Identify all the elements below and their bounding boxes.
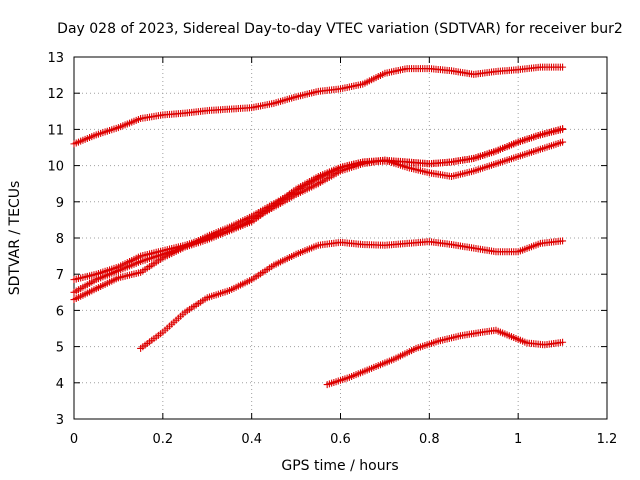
series-trace-5 — [137, 237, 567, 352]
x-tick-label: 0 — [70, 432, 78, 447]
y-tick-label: 6 — [56, 304, 64, 319]
y-tick-label: 11 — [47, 123, 64, 138]
x-tick-label: 1 — [514, 432, 522, 447]
data-point — [559, 63, 567, 71]
series-trace-4 — [70, 125, 567, 304]
data-point — [559, 338, 567, 346]
x-tick-label: 0.8 — [419, 432, 440, 447]
y-tick-label: 13 — [47, 51, 64, 66]
series-trace-6 — [323, 326, 567, 389]
series-trace-1 — [70, 63, 567, 148]
x-tick-label: 0.6 — [330, 432, 351, 447]
y-tick-label: 12 — [47, 87, 64, 102]
y-tick-label: 8 — [56, 232, 64, 247]
data-point — [559, 125, 567, 133]
y-axis-label: SDTVAR / TECUs — [7, 181, 23, 296]
y-tick-label: 5 — [56, 341, 64, 356]
grid-layer — [74, 57, 607, 419]
chart-title: Day 028 of 2023, Sidereal Day-to-day VTE… — [57, 21, 623, 37]
y-tick-label: 10 — [47, 160, 64, 175]
x-tick-label: 0.4 — [241, 432, 262, 447]
x-axis-label: GPS time / hours — [281, 458, 398, 474]
x-tick-label: 0.2 — [152, 432, 173, 447]
x-tick-label: 1.2 — [597, 432, 618, 447]
data-point — [559, 138, 567, 146]
tick-layer: 0 0.2 0.4 0.6 0.8 1 1.2 3 4 5 6 7 8 9 10 11 12 13 — [47, 51, 617, 447]
y-tick-label: 3 — [56, 413, 64, 428]
series-layer — [70, 63, 567, 389]
y-tick-label: 9 — [56, 196, 64, 211]
data-point — [559, 237, 567, 245]
y-tick-label: 7 — [56, 268, 64, 283]
y-tick-label: 4 — [56, 377, 64, 392]
